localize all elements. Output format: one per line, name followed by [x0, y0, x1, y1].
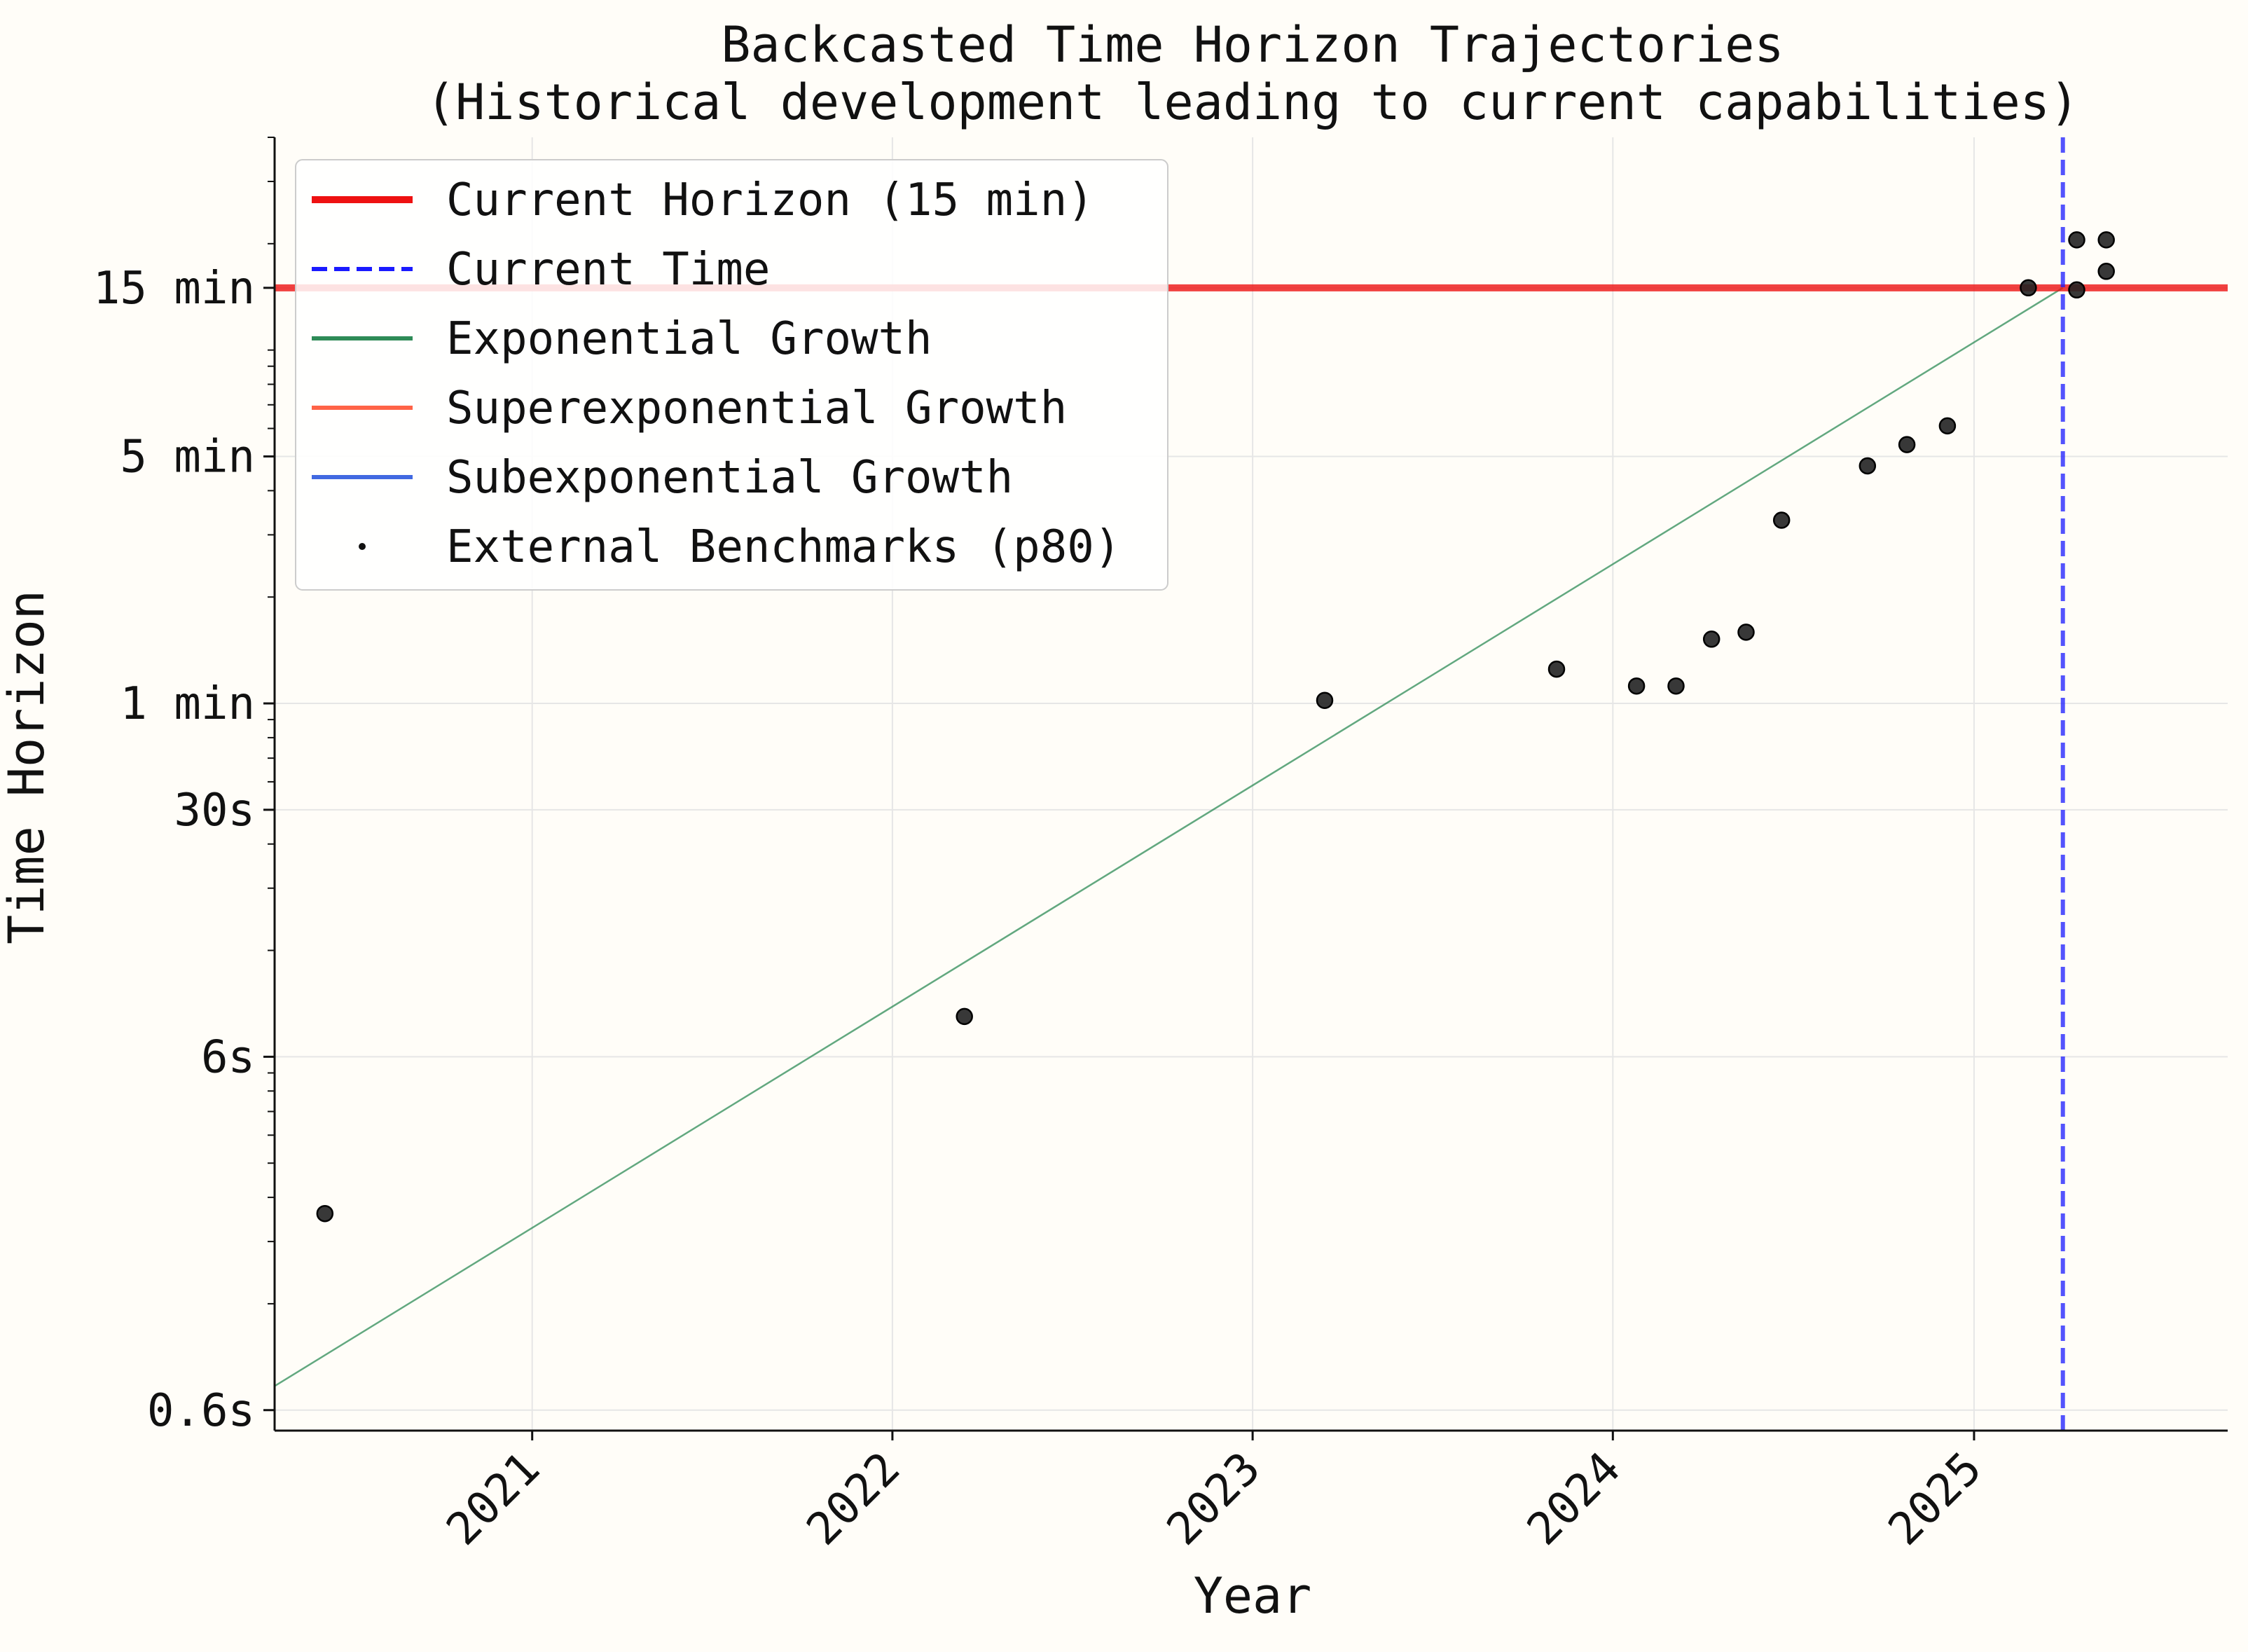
benchmark-point	[1316, 691, 1334, 709]
benchmark-point	[316, 1204, 334, 1223]
y-tick-label: 5 min	[120, 431, 255, 483]
benchmark-point	[2097, 263, 2115, 280]
benchmark-point	[1859, 457, 1877, 475]
exponential-growth-line	[274, 287, 2064, 1387]
benchmark-point	[1667, 677, 1685, 695]
legend-superexponential: Superexponential Growth	[446, 383, 1067, 434]
benchmark-point	[2068, 231, 2085, 249]
y-tick-label: 15 min	[93, 263, 255, 315]
y-tick-label: 1 min	[120, 678, 255, 730]
legend-current-time: Current Time	[446, 244, 770, 296]
benchmark-point	[1547, 660, 1566, 678]
benchmark-point	[1702, 631, 1721, 648]
y-tick-label: 0.6s	[147, 1385, 255, 1437]
benchmark-point	[1898, 436, 1916, 453]
benchmark-point	[2097, 231, 2115, 249]
benchmark-point	[1627, 677, 1646, 695]
y-tick-label: 6s	[201, 1031, 255, 1083]
legend-box	[295, 159, 1168, 591]
benchmark-point	[1737, 624, 1755, 641]
legend-benchmarks: External Benchmarks (p80)	[446, 521, 1121, 573]
benchmark-point	[2068, 281, 2085, 299]
x-axis-label: Year	[1194, 1567, 1312, 1625]
y-tick-label: 30s	[174, 785, 255, 837]
chart-title: Backcasted Time Horizon Trajectories	[721, 16, 1784, 74]
y-axis-label: Time Horizon	[0, 590, 55, 944]
benchmark-point	[1772, 511, 1791, 529]
legend-current-horizon: Current Horizon (15 min)	[446, 174, 1094, 226]
legend-marker	[359, 543, 366, 550]
legend-subexponential: Subexponential Growth	[446, 452, 1013, 504]
chart-subtitle: (Historical development leading to curre…	[426, 74, 2079, 131]
benchmark-point	[2020, 279, 2037, 297]
legend-exponential: Exponential Growth	[446, 313, 932, 365]
legend: Current Horizon (15 min) Current Time Expo…	[295, 159, 1168, 591]
benchmark-point	[956, 1007, 973, 1026]
benchmark-point	[1938, 417, 1957, 435]
